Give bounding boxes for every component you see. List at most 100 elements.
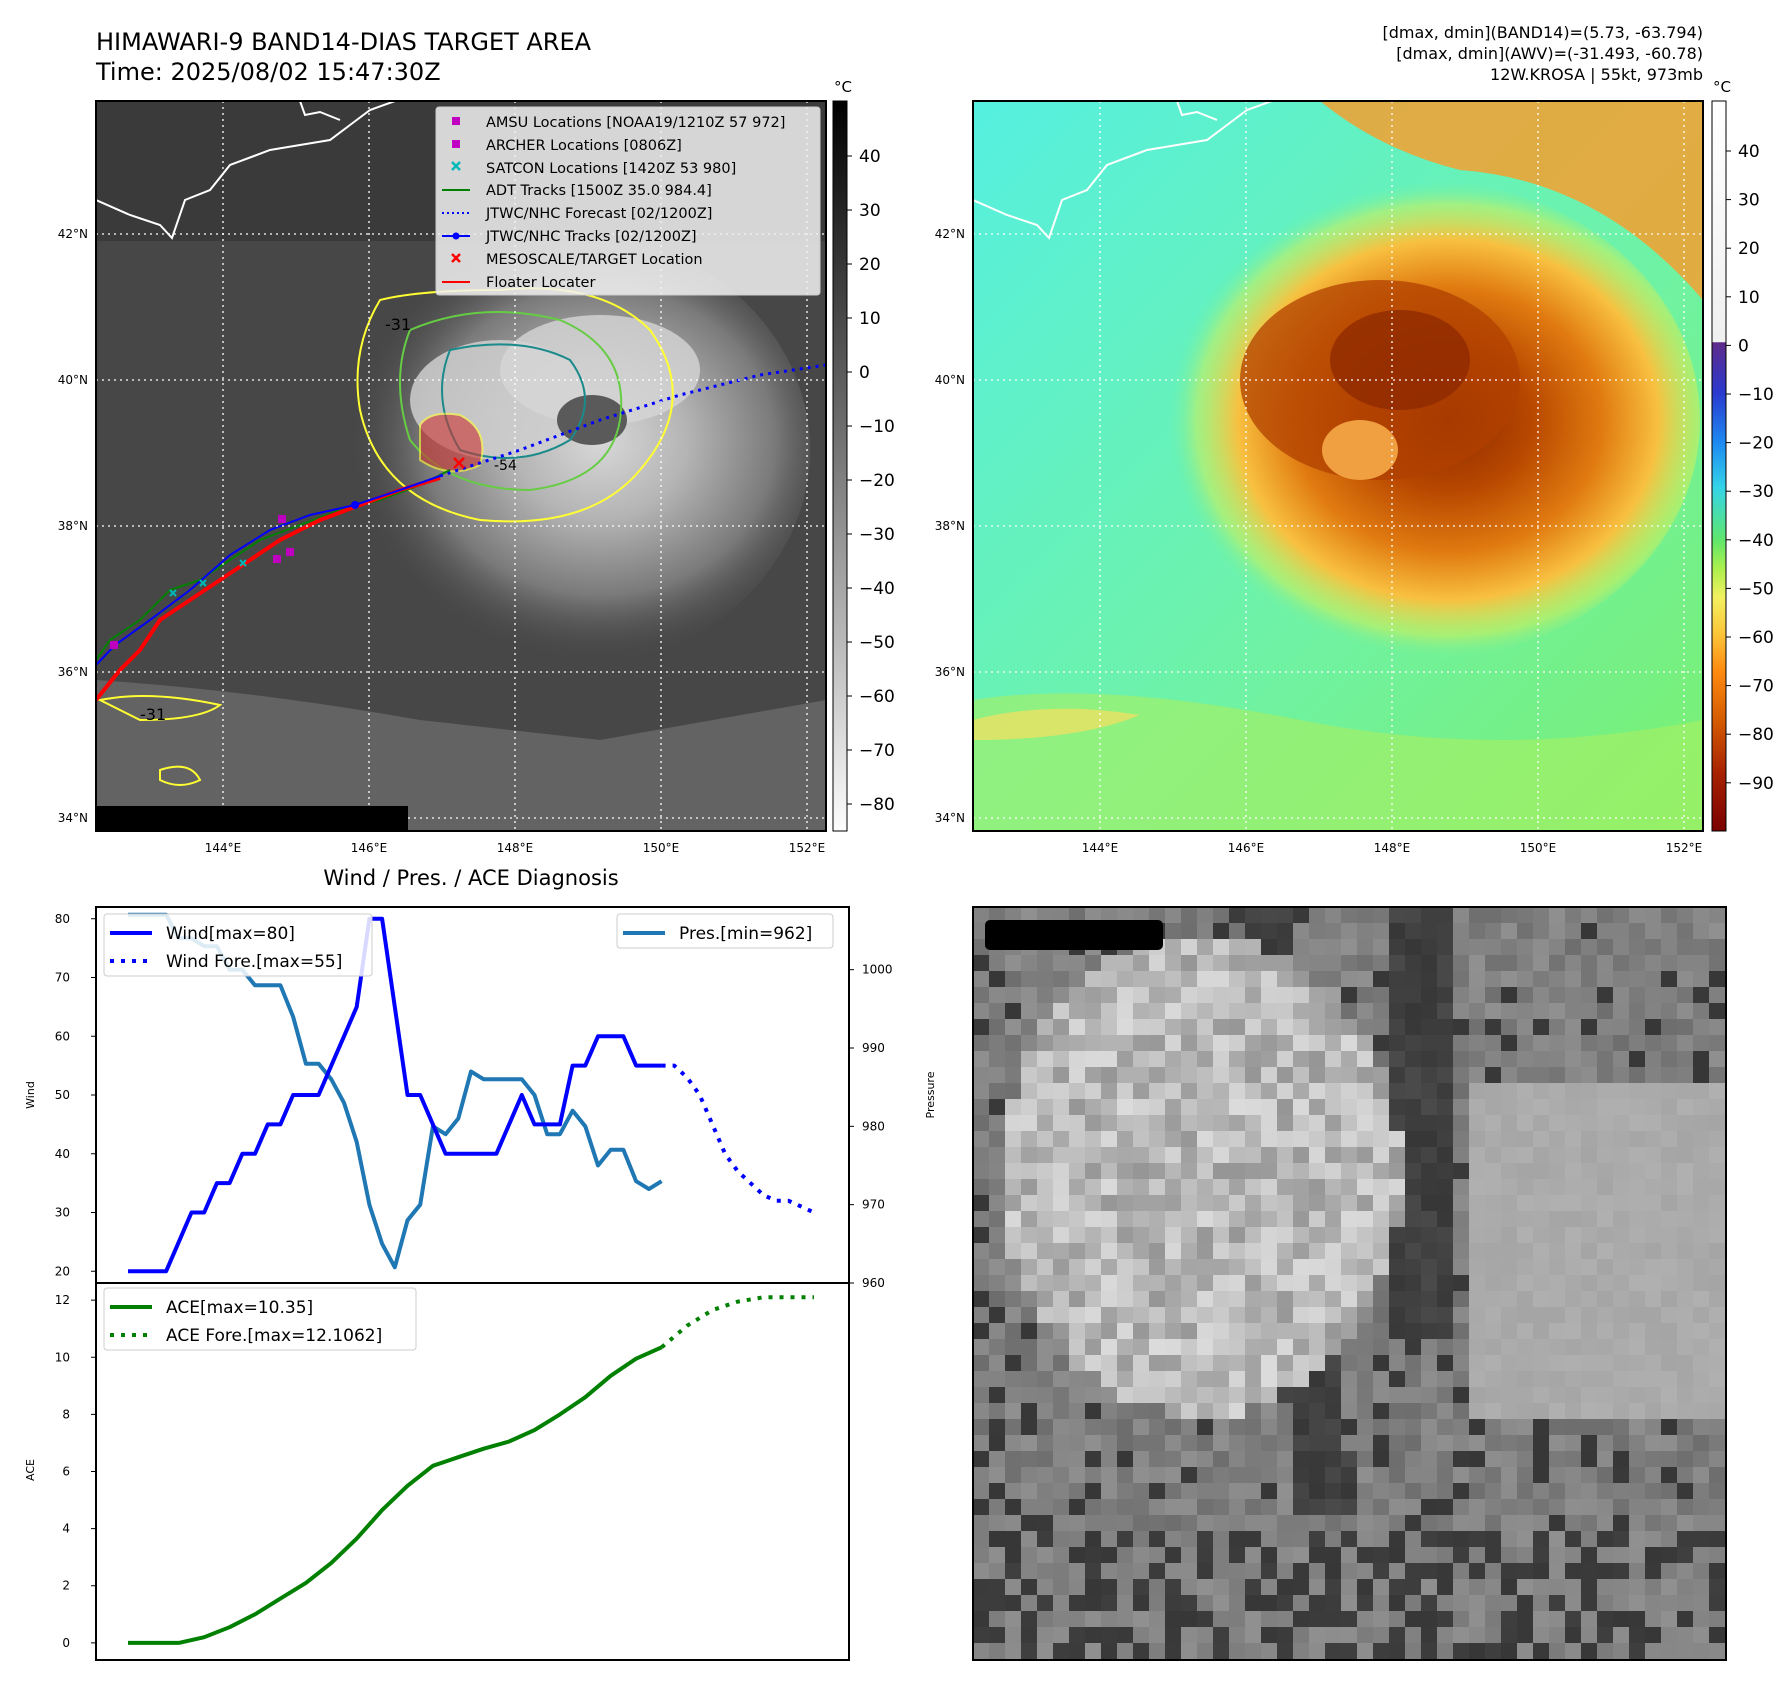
wmg-cell [1341,1211,1357,1227]
wmg-cell [1709,923,1725,939]
wmg-cell [1661,1579,1677,1595]
wmg-cell [1613,1531,1629,1547]
wmg-cell [1629,1083,1645,1099]
wmg-cell [1677,1483,1693,1499]
wmg-cell [1709,1035,1725,1051]
wmg-cell [1229,1531,1245,1547]
wmg-cell [1661,1115,1677,1131]
color-colorbar-tick-label: 30 [1738,191,1760,211]
wmg-cell [1277,1211,1293,1227]
wmg-cell [1325,1371,1341,1387]
wmg-cell [1453,939,1469,955]
wmg-cell [1293,1131,1309,1147]
wmg-cell [1117,1163,1133,1179]
wmg-cell [1709,1275,1725,1291]
wmg-cell [1421,1643,1437,1659]
wmg-cell [1245,1195,1261,1211]
wmg-cell [1213,1531,1229,1547]
wmg-cell [1245,1115,1261,1131]
wmg-cell [1261,1595,1277,1611]
wmg-cell [1725,1147,1726,1163]
wmg-cell [1645,1019,1661,1035]
wmg-cell [1533,1467,1549,1483]
wmg-cell [1533,1195,1549,1211]
wmg-cell [1117,971,1133,987]
wmg-cell [1053,1547,1069,1563]
wmg-cell [1325,1419,1341,1435]
wmg-cell [1325,1627,1341,1643]
wmg-cell [1101,1179,1117,1195]
wmg-cell [1485,1163,1501,1179]
wmg-cell [1229,1275,1245,1291]
wmg-cell [1581,1083,1597,1099]
wmg-cell [1565,1387,1581,1403]
wmg-cell [1229,1115,1245,1131]
wmg-cell [989,1419,1005,1435]
wmg-cell [1565,1611,1581,1627]
wmg-cell [1325,1515,1341,1531]
wmg-cell [1661,923,1677,939]
wmg-cell [1085,1435,1101,1451]
wmg-cell [1069,1355,1085,1371]
wmg-cell [1325,1499,1341,1515]
wmg-cell [1405,1611,1421,1627]
wmg-cell [1389,1275,1405,1291]
wmg-cell [1389,1307,1405,1323]
ir-map-legend: AMSU Locations [NOAA19/1210Z 57 972] ARC… [435,106,821,296]
wmg-cell [1149,1531,1165,1547]
wmg-cell [1501,923,1517,939]
wmg-cell [1085,1643,1101,1659]
wmg-cell [1069,1563,1085,1579]
wmg-cell [1661,1515,1677,1531]
wmg-cell [973,1467,989,1483]
wmg-cell [1149,1547,1165,1563]
wmg-cell [1229,1419,1245,1435]
wmg-cell [1597,1403,1613,1419]
wmg-cell [1581,1419,1597,1435]
wmg-cell [1517,1403,1533,1419]
wmg-cell [1053,1323,1069,1339]
wmg-cell [1149,1579,1165,1595]
wmg-cell [1357,1403,1373,1419]
wmg-cell [1613,1243,1629,1259]
wmg-cell [1693,1323,1709,1339]
wmg-cell [1149,1451,1165,1467]
wmg-cell [1629,1403,1645,1419]
contour-label-1: -31 [385,315,411,334]
wmg-cell [1005,1147,1021,1163]
wmg-cell [1469,1643,1485,1659]
wmg-cell [1517,939,1533,955]
wmg-cell [1389,1435,1405,1451]
wmg-cell [1629,1019,1645,1035]
wmg-cell [1293,1403,1309,1419]
wmg-cell [1405,1195,1421,1211]
wmg-cell [1005,1659,1021,1660]
wmg-cell [1325,1147,1341,1163]
wmg-cell [1261,1179,1277,1195]
wmg-cell [1597,1115,1613,1131]
wmg-cell [1437,1419,1453,1435]
wmg-cell [1133,1595,1149,1611]
wmg-cell [1293,1595,1309,1611]
wmg-cell [1037,1003,1053,1019]
wmg-cell [1229,1355,1245,1371]
wmg-cell [1005,1131,1021,1147]
wmg-cell [1325,1387,1341,1403]
wmg-cell [1261,971,1277,987]
wmg-cell [1581,1291,1597,1307]
wmg-cell [1533,923,1549,939]
wmg-cell [1469,1387,1485,1403]
cl-lat-36: 36°N [935,665,965,679]
wmg-cell [1261,1579,1277,1595]
ir-colorbar-tick-label: −40 [859,579,895,599]
wmg-cell [1197,1003,1213,1019]
wmg-cell [1069,1451,1085,1467]
wmg-cell [1325,1595,1341,1611]
wmg-cell [1421,1195,1437,1211]
wmg-cell [1405,1275,1421,1291]
wmg-cell [1309,1659,1325,1660]
wmg-cell [1645,1051,1661,1067]
wmg-cell [1245,1067,1261,1083]
wmg-cell [1085,1579,1101,1595]
wmg-cell [1485,955,1501,971]
